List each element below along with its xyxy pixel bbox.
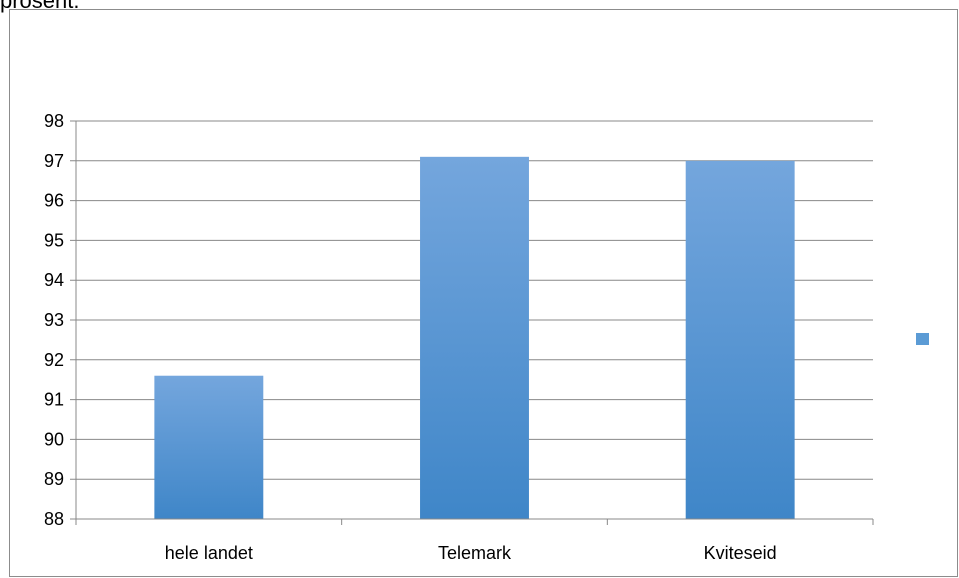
y-tick-labels: 88 89 90 91 92 93 94 95 96 97 98 xyxy=(44,111,64,529)
y-tick-label: 92 xyxy=(44,350,64,370)
bar-telemark xyxy=(420,157,529,519)
y-tick-label: 91 xyxy=(44,390,64,410)
y-tick-label: 95 xyxy=(44,230,64,250)
x-tick-label: Telemark xyxy=(438,543,512,563)
y-tick-label: 88 xyxy=(44,509,64,529)
bar-kviteseid xyxy=(686,161,795,519)
y-tick-label: 90 xyxy=(44,429,64,449)
x-tick-label: Kviteseid xyxy=(704,543,777,563)
y-tick-label: 93 xyxy=(44,310,64,330)
y-tick-label: 97 xyxy=(44,151,64,171)
y-tick-label: 94 xyxy=(44,270,64,290)
legend xyxy=(916,333,929,345)
bars xyxy=(154,157,794,519)
y-tick-label: 89 xyxy=(44,469,64,489)
y-tick-label: 98 xyxy=(44,111,64,131)
legend-marker xyxy=(916,333,929,345)
bar-hele-landet xyxy=(154,376,263,519)
x-tick-labels: hele landet Telemark Kviteseid xyxy=(165,543,777,563)
y-tick-label: 96 xyxy=(44,191,64,211)
x-tick-label: hele landet xyxy=(165,543,253,563)
